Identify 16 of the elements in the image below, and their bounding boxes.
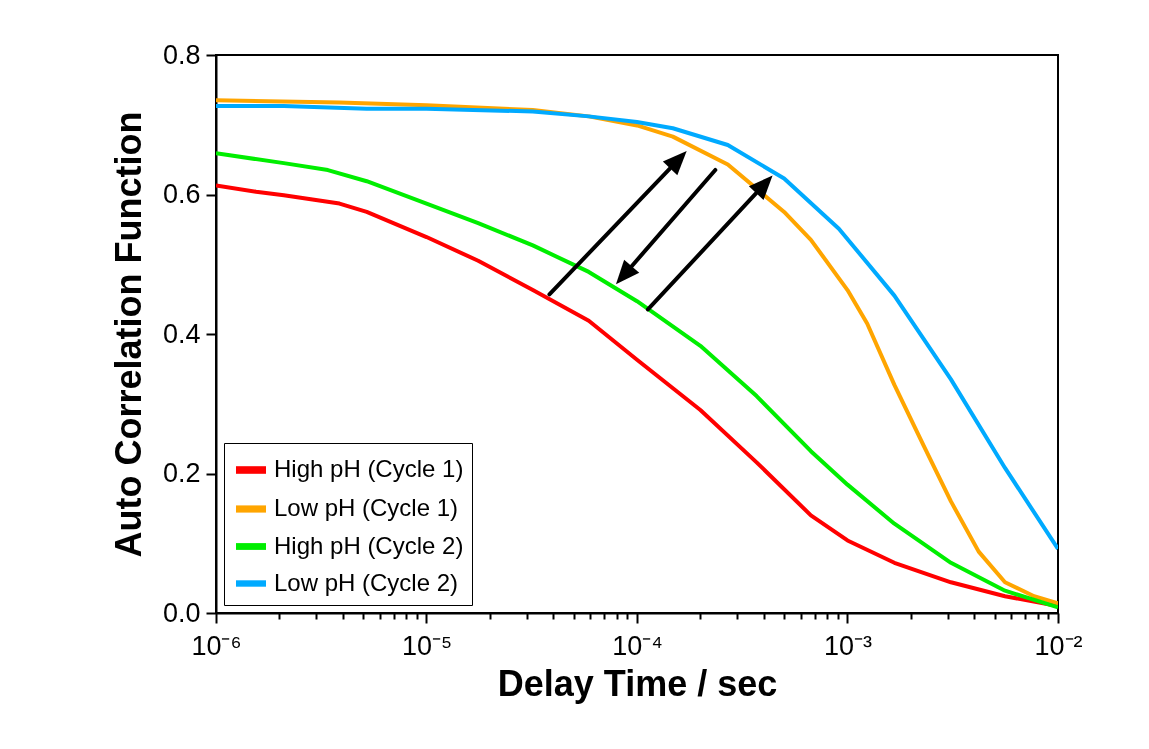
y-tick-label: 0.6 <box>162 179 201 209</box>
x-tick-label: 10⁻⁶ <box>191 630 242 661</box>
y-axis-title: Auto Correlation Function <box>107 111 149 558</box>
legend-label: Low pH (Cycle 1) <box>274 494 459 521</box>
x-tick-label: 10⁻⁵ <box>401 630 453 661</box>
x-tick-label: 10⁻³ <box>823 630 873 661</box>
x-tick-label: 10⁻² <box>1034 630 1083 661</box>
y-tick-label: 0.8 <box>162 39 201 70</box>
legend-label: High pH (Cycle 1) <box>274 455 464 482</box>
x-tick-label: 10⁻⁴ <box>612 630 663 661</box>
y-tick-label: 0.2 <box>162 458 201 488</box>
y-tick-label: 0.0 <box>162 597 201 628</box>
legend-label: Low pH (Cycle 2) <box>274 568 459 596</box>
legend-label: High pH (Cycle 2) <box>274 531 464 559</box>
x-axis-title: Delay Time / sec <box>497 662 778 704</box>
y-tick-label: 0.4 <box>162 318 201 349</box>
